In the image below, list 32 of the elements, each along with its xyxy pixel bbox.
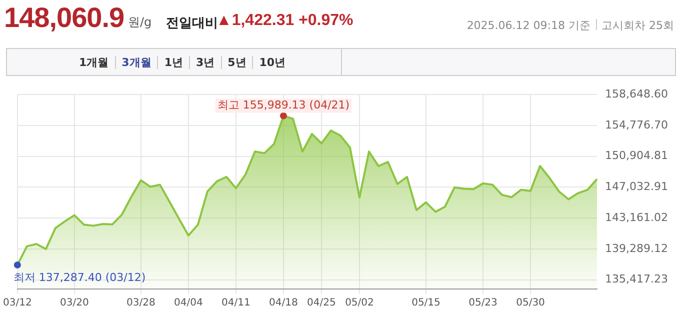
y-tick-label: 154,776.70 <box>605 118 668 132</box>
y-tick-label: 147,032.91 <box>605 180 668 194</box>
x-tick-label: 04/04 <box>174 298 203 309</box>
text: ▲1,422.31 +0.97% <box>216 12 354 29</box>
y-tick-label: 143,161.02 <box>605 210 668 224</box>
chart-subtitle: 원/g <box>128 14 152 31</box>
x-tick-label: 05/02 <box>345 298 374 309</box>
x-tick-label: 04/25 <box>307 298 336 309</box>
x-tick-label: 05/15 <box>412 298 440 309</box>
annotation: 최저 137,287.40 (03/12) <box>13 270 146 284</box>
y-tick-label: 150,904.81 <box>605 149 668 162</box>
y-tick-label: 135,417.23 <box>605 272 668 286</box>
x-tick-label: 03/12 <box>2 298 32 309</box>
annotation: 최고 155,989.13 (04/21) <box>217 98 350 112</box>
y-tick-label: 139,289.12 <box>605 242 668 255</box>
x-tick-label: 03/20 <box>60 298 89 309</box>
text: 1년 <box>158 56 190 69</box>
text: 3년 <box>190 56 222 69</box>
text: 10년 <box>258 56 287 69</box>
x-tick-label: 05/23 <box>468 298 498 309</box>
x-tick-label: 05/30 <box>516 298 545 309</box>
chart-title: 148,060.9 <box>4 2 124 34</box>
text: 5년 <box>222 56 254 69</box>
text: 1개월 <box>73 56 116 69</box>
text: 전일대비 <box>166 15 218 32</box>
x-tick-label: 03/28 <box>126 298 156 309</box>
text: 고시회차 25회 <box>602 19 674 32</box>
x-tick-label: 04/18 <box>269 298 298 309</box>
text: 3개월 <box>116 56 158 69</box>
text: 2025.06.12 09:18 기준 <box>466 19 590 32</box>
y-tick-label: 158,648.60 <box>605 87 668 100</box>
x-tick-label: 04/11 <box>222 298 250 309</box>
